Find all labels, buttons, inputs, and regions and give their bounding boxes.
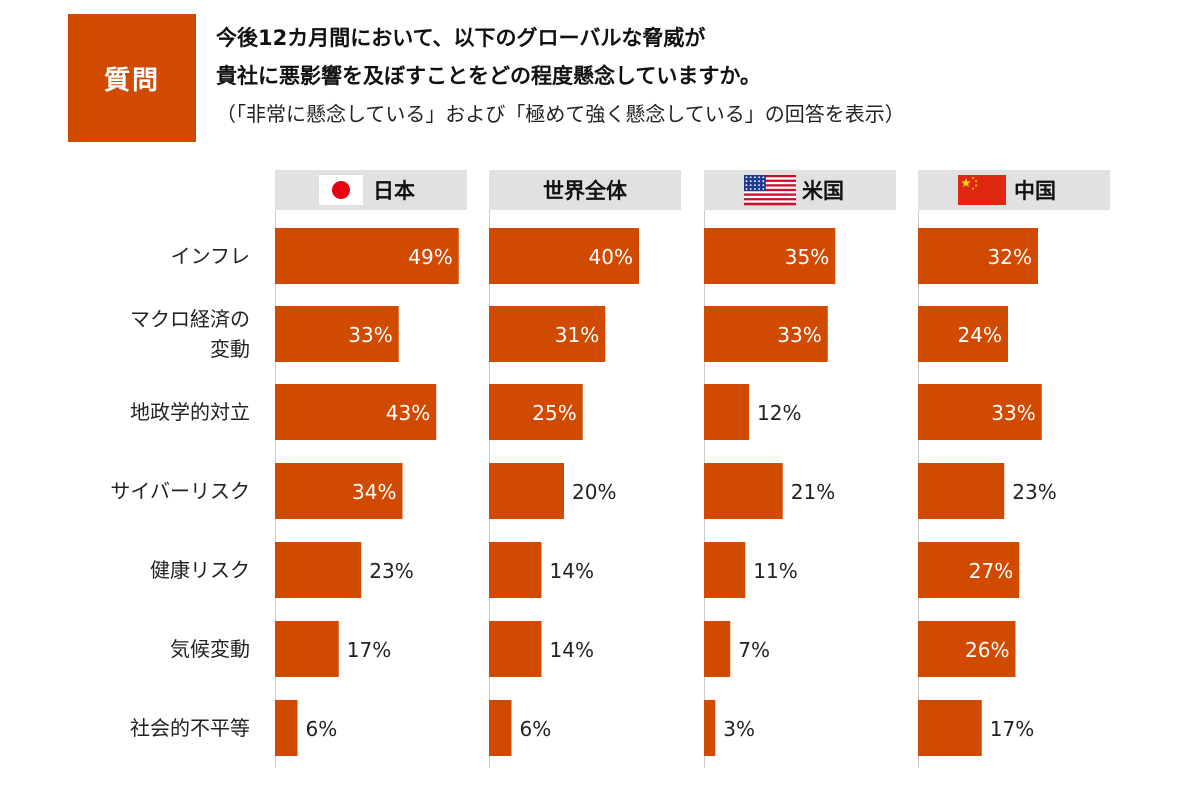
value-label: 26% bbox=[965, 638, 1009, 662]
bar bbox=[275, 228, 459, 284]
bar bbox=[918, 621, 1016, 677]
value-label: 33% bbox=[777, 323, 821, 347]
value-label: 7% bbox=[738, 638, 770, 662]
bar bbox=[275, 542, 362, 598]
value-label: 27% bbox=[969, 559, 1013, 583]
bar bbox=[489, 463, 564, 519]
value-label: 6% bbox=[306, 717, 338, 741]
panel-header-3 bbox=[704, 170, 896, 210]
value-label: 20% bbox=[572, 480, 616, 504]
china-flag-big-star bbox=[961, 178, 971, 188]
value-label: 33% bbox=[348, 323, 392, 347]
bar bbox=[489, 621, 542, 677]
bar bbox=[704, 384, 749, 440]
value-label: 23% bbox=[369, 559, 413, 583]
panel-header-1 bbox=[275, 170, 467, 210]
value-label: 11% bbox=[753, 559, 797, 583]
bar bbox=[489, 228, 639, 284]
bar bbox=[275, 700, 298, 756]
bar bbox=[275, 306, 399, 362]
value-label: 49% bbox=[408, 245, 452, 269]
china-flag-small-star bbox=[974, 179, 978, 183]
value-label: 17% bbox=[347, 638, 391, 662]
bar bbox=[918, 228, 1038, 284]
bar bbox=[918, 700, 982, 756]
china-flag-small-star bbox=[974, 183, 978, 188]
china-flag-icon bbox=[958, 175, 1006, 205]
category-label: サイバーリスク bbox=[110, 479, 250, 503]
bar bbox=[275, 463, 403, 519]
value-label: 3% bbox=[723, 717, 755, 741]
china-flag-small-star bbox=[971, 186, 975, 191]
japan-flag-sun bbox=[332, 181, 350, 199]
panel-title: 中国 bbox=[1014, 179, 1056, 203]
question-line-2: 貴社に悪影響を及ぼすことをどの程度懸念していますか。 bbox=[216, 64, 761, 88]
bar bbox=[489, 306, 606, 362]
bar bbox=[704, 463, 783, 519]
value-label: 24% bbox=[958, 323, 1002, 347]
china-flag-small-star bbox=[971, 176, 975, 180]
panel-title: 世界全体 bbox=[543, 179, 628, 203]
bar bbox=[918, 542, 1020, 598]
category-label: インフレ bbox=[171, 244, 250, 268]
category-label: 社会的不平等 bbox=[130, 716, 250, 740]
bar bbox=[704, 306, 828, 362]
question-note: （「非常に懸念している」および「極めて強く懸念している」の回答を表示） bbox=[216, 102, 905, 126]
value-label: 14% bbox=[550, 638, 594, 662]
panel-title: 日本 bbox=[373, 179, 415, 203]
bar bbox=[918, 306, 1008, 362]
bar bbox=[275, 384, 437, 440]
bar bbox=[704, 542, 746, 598]
bar bbox=[918, 384, 1042, 440]
value-label: 12% bbox=[757, 401, 801, 425]
category-label: 地政学的対立 bbox=[130, 400, 250, 424]
value-label: 40% bbox=[589, 245, 633, 269]
bar bbox=[704, 621, 731, 677]
value-label: 25% bbox=[532, 401, 576, 425]
panel-header-4 bbox=[918, 170, 1110, 210]
value-label: 6% bbox=[520, 717, 552, 741]
panel-header-2 bbox=[489, 170, 681, 210]
value-label: 32% bbox=[988, 245, 1032, 269]
category-label: 気候変動 bbox=[170, 637, 250, 661]
bar bbox=[704, 228, 836, 284]
bar bbox=[275, 621, 339, 677]
us-flag-icon bbox=[744, 175, 796, 206]
bar bbox=[489, 384, 583, 440]
value-label: 34% bbox=[352, 480, 396, 504]
bar bbox=[704, 700, 716, 756]
bar bbox=[489, 700, 512, 756]
value-label: 14% bbox=[550, 559, 594, 583]
value-label: 23% bbox=[1012, 480, 1056, 504]
value-label: 21% bbox=[791, 480, 835, 504]
value-label: 43% bbox=[386, 401, 430, 425]
category-label: 健康リスク bbox=[150, 558, 250, 582]
category-label: マクロ経済の変動 bbox=[130, 307, 250, 361]
value-label: 35% bbox=[785, 245, 829, 269]
question-line-1: 今後12カ月間において、以下のグローバルな脅威が bbox=[216, 26, 706, 50]
value-label: 33% bbox=[991, 401, 1035, 425]
value-label: 17% bbox=[990, 717, 1034, 741]
question-badge: 質問 bbox=[68, 14, 196, 142]
value-label: 31% bbox=[555, 323, 599, 347]
bar bbox=[918, 463, 1005, 519]
bar bbox=[489, 542, 542, 598]
panel-title: 米国 bbox=[802, 179, 844, 203]
